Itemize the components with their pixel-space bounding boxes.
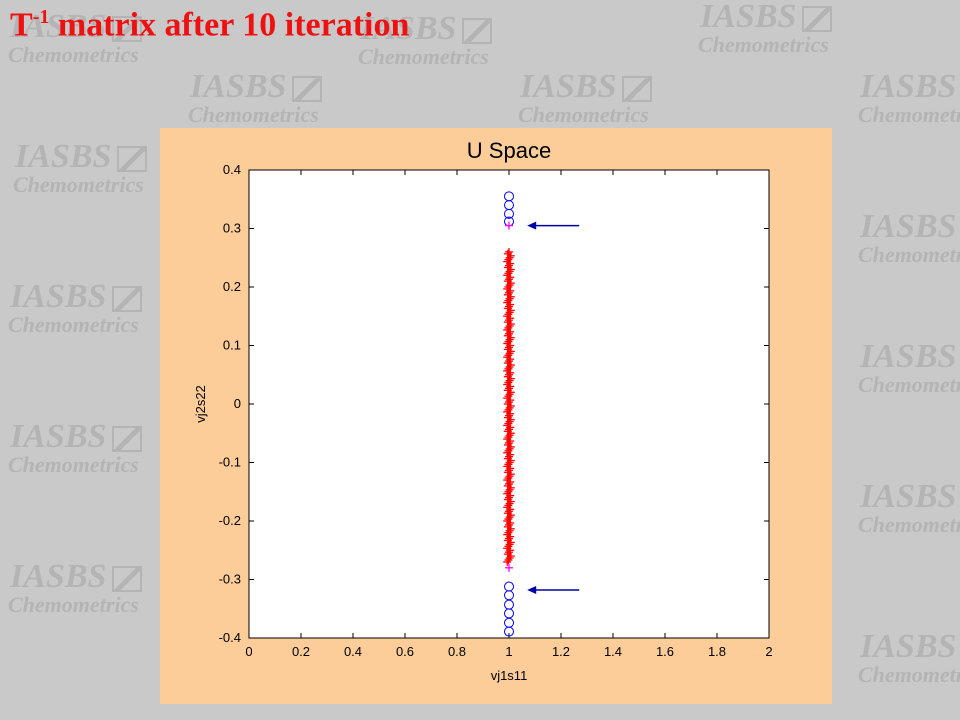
x-tick-label: 0.2 [292,644,310,659]
plus-marker [505,221,513,230]
y-tick-label: -0.3 [219,572,241,587]
x-tick-label: 1 [505,644,512,659]
y-tick-label: -0.4 [219,630,241,645]
iasbs-logo-icon [292,76,323,103]
x-tick-label: 0.8 [448,644,466,659]
watermark-line2: Chemometrics [858,512,960,537]
watermark-line2: Chemometrics [8,42,139,67]
x-tick-label: 0.6 [396,644,414,659]
watermark-line2: Chemometrics [518,102,649,127]
watermark-line1: IASBS [10,10,143,44]
x-ticks: 0 0.2 0.4 0.6 0.8 1 1.2 1.4 1.6 1.8 2 [245,170,773,659]
watermark-line2: Chemometrics [858,662,960,687]
x-tick-label: 1.8 [708,644,726,659]
y-axis-label: vj2s22 [193,385,208,423]
watermark-line2: Chemometrics [358,44,489,69]
watermark-line1: IASBS [10,560,143,594]
plus-marker [503,249,512,258]
watermark-line2: Chemometrics [858,372,960,397]
title-superscript: -1 [32,6,50,28]
watermark-line1: IASBS [520,70,653,104]
watermark-line2: Chemometrics [858,242,960,267]
y-tick-label: 0.2 [223,279,241,294]
data-marks [503,191,515,637]
iasbs-logo-icon [117,146,148,173]
iasbs-logo-icon [802,6,833,33]
watermark-line1: IASBS [860,628,957,665]
watermark-line2: Chemometrics [188,102,319,127]
watermark-line1: IASBS [860,208,957,245]
chart-title: U Space [467,138,551,163]
x-tick-label: 0 [245,644,252,659]
watermark-line1: IASBS [700,0,833,34]
watermark-line1: IASBS [15,140,148,174]
title-base: T [10,6,33,44]
iasbs-logo-icon [112,566,143,593]
y-tick-label: 0.4 [223,162,241,177]
x-tick-label: 1.2 [552,644,570,659]
watermark-line1: IASBS [10,280,143,314]
y-tick-label: 0.3 [223,221,241,236]
plus-marker [505,247,513,256]
watermark-line1: IASBS [10,420,143,454]
watermark-line1: IASBS [360,12,493,46]
x-tick-label: 1.6 [656,644,674,659]
iasbs-logo-icon [112,286,143,313]
y-tick-label: -0.1 [219,455,241,470]
watermark-line1: IASBS [860,478,957,515]
iasbs-logo-icon [622,76,653,103]
circle-marker [504,208,514,219]
watermark-line2: Chemometrics [8,312,139,337]
x-tick-label: 1.4 [604,644,622,659]
watermark-line2: Chemometrics [8,452,139,477]
watermark-line2: Chemometrics [13,172,144,197]
watermark-line2: Chemometrics [858,102,960,127]
watermark-line2: Chemometrics [8,592,139,617]
y-tick-label: 0.1 [223,338,241,353]
arrow-annotation [527,586,580,595]
plus-marker [505,563,513,572]
watermark-line1: IASBS [860,68,957,105]
annotation-arrows [527,221,580,595]
figure-panel: U Space vj1s11 vj2s22 0 0.2 0.4 0.6 0.8 1 1.2 1… [160,128,832,704]
iasbs-logo-icon [112,426,143,453]
iasbs-logo-icon [462,18,493,45]
watermark-line1: IASBS [190,70,323,104]
watermark-line1: IASBS [860,338,957,375]
y-tick-label: -0.2 [219,513,241,528]
x-axis-label: vj1s11 [491,668,528,683]
x-tick-label: 0.4 [344,644,362,659]
arrow-annotation [527,221,580,230]
title-rest: matrix after 10 iteration [49,6,410,44]
y-tick-label: 0 [234,396,241,411]
watermark-line2: Chemometrics [698,32,829,57]
u-space-chart: U Space vj1s11 vj2s22 0 0.2 0.4 0.6 0.8 1 1.2 1… [193,138,773,683]
y-ticks: 0.4 0.3 0.2 0.1 0 -0.1 -0.2 -0.3 -0.4 [219,162,769,645]
iasbs-logo-icon [112,16,143,43]
page-title: T-1 matrix after 10 iteration [10,6,409,44]
circle-marker [504,626,514,637]
x-tick-label: 2 [765,644,772,659]
